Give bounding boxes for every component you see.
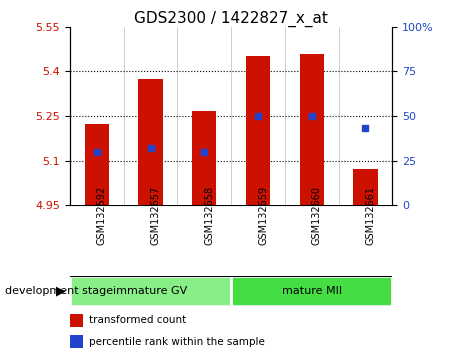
Text: immature GV: immature GV (113, 286, 188, 296)
Text: GDS2300 / 1422827_x_at: GDS2300 / 1422827_x_at (134, 11, 328, 27)
Bar (85, 124, 109, 205)
Bar (231, 276, 392, 306)
Text: GSM132592: GSM132592 (97, 186, 107, 245)
Bar (246, 56, 270, 205)
Text: transformed count: transformed count (89, 315, 187, 325)
Bar (354, 169, 377, 205)
Text: mature MII: mature MII (282, 286, 342, 296)
Text: percentile rank within the sample: percentile rank within the sample (89, 337, 265, 347)
Bar (70, 335, 83, 348)
Bar (192, 110, 216, 205)
Text: GSM132659: GSM132659 (258, 186, 268, 245)
Text: GSM132661: GSM132661 (365, 186, 376, 245)
Bar (70, 276, 231, 306)
Text: GSM132657: GSM132657 (151, 186, 161, 245)
Bar (70, 314, 83, 327)
Text: development stage: development stage (5, 286, 113, 296)
Bar (138, 79, 163, 205)
Text: GSM132660: GSM132660 (312, 186, 322, 245)
Bar (299, 54, 324, 205)
Text: ▶: ▶ (56, 285, 65, 298)
Text: GSM132658: GSM132658 (204, 186, 214, 245)
